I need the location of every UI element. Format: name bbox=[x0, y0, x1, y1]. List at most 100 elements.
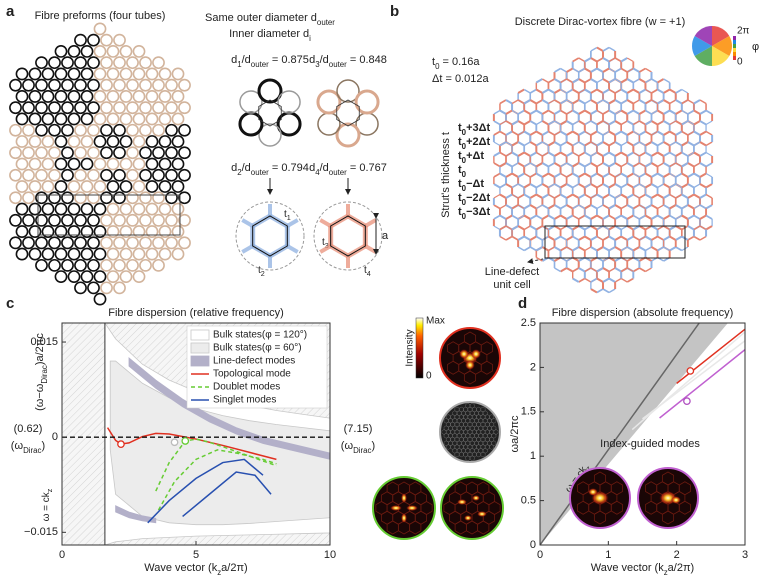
text-part: t bbox=[458, 122, 462, 134]
preform-tube bbox=[132, 135, 146, 148]
strut bbox=[620, 193, 628, 199]
strut bbox=[584, 193, 592, 199]
strut bbox=[584, 214, 592, 220]
strut bbox=[541, 109, 549, 115]
strut bbox=[584, 57, 592, 63]
strut bbox=[620, 141, 628, 147]
preform-tube bbox=[126, 236, 139, 250]
text-part: d bbox=[309, 54, 315, 66]
preform-tube bbox=[100, 78, 113, 92]
preform-tube bbox=[158, 202, 172, 216]
strut bbox=[505, 120, 513, 126]
strut bbox=[535, 78, 543, 84]
preform-tube bbox=[35, 258, 48, 272]
strut bbox=[681, 120, 689, 126]
preform-tube bbox=[158, 90, 172, 103]
strut bbox=[705, 151, 713, 157]
preform-tube bbox=[100, 258, 113, 272]
strut bbox=[620, 225, 628, 231]
strut bbox=[620, 88, 628, 94]
marker bbox=[686, 367, 695, 375]
text-part: outer bbox=[329, 168, 347, 177]
strut bbox=[614, 235, 622, 241]
strut bbox=[590, 246, 598, 252]
defect-box bbox=[37, 194, 181, 236]
strut bbox=[626, 267, 634, 273]
x-axis-label: Wave vector (kza/2π) bbox=[144, 562, 247, 575]
strut bbox=[572, 151, 580, 157]
strut bbox=[554, 67, 561, 73]
strut bbox=[638, 67, 646, 73]
text-part: +3Δt bbox=[466, 122, 490, 134]
strut bbox=[566, 246, 574, 252]
strut bbox=[657, 183, 664, 189]
preform-tube bbox=[152, 56, 165, 70]
strut bbox=[651, 109, 658, 115]
text-part: outer bbox=[317, 18, 335, 27]
strut bbox=[687, 193, 695, 199]
preform-tube bbox=[67, 225, 81, 238]
preform-tube bbox=[139, 123, 152, 137]
strut bbox=[566, 204, 574, 210]
strut bbox=[572, 277, 580, 283]
strut bbox=[554, 172, 562, 178]
strut bbox=[681, 99, 689, 105]
strut bbox=[535, 130, 543, 136]
colorbar bbox=[415, 317, 424, 379]
strut bbox=[548, 88, 555, 94]
strut bbox=[657, 99, 665, 105]
strut bbox=[687, 204, 695, 210]
preform-tube bbox=[113, 168, 126, 182]
strut bbox=[596, 141, 604, 147]
panel-label: b bbox=[390, 3, 399, 20]
strut bbox=[536, 120, 543, 126]
strut bbox=[675, 246, 683, 252]
preform-tube bbox=[178, 123, 191, 137]
strut bbox=[493, 162, 501, 168]
text-part: t bbox=[458, 150, 462, 162]
preform-tube bbox=[145, 157, 159, 171]
strut bbox=[596, 204, 604, 209]
strut bbox=[511, 235, 519, 241]
preform-tube bbox=[22, 146, 35, 160]
strut bbox=[566, 183, 574, 189]
y-tick-label: 1 bbox=[530, 450, 536, 462]
preform-tube bbox=[9, 78, 22, 92]
preform-tube bbox=[119, 67, 133, 81]
strut bbox=[554, 183, 561, 189]
strut bbox=[699, 214, 707, 220]
preform-tube bbox=[126, 258, 139, 272]
mode-intensity bbox=[477, 511, 487, 517]
strut bbox=[705, 183, 713, 189]
strut bbox=[620, 235, 628, 241]
strut bbox=[602, 225, 610, 231]
strut bbox=[663, 162, 671, 168]
preform-tube bbox=[15, 112, 29, 126]
inset-lattice bbox=[678, 500, 691, 515]
strut bbox=[626, 235, 634, 241]
text-part: d bbox=[309, 162, 315, 174]
preform-tube bbox=[178, 101, 191, 115]
strut bbox=[541, 214, 549, 220]
preform-tube bbox=[113, 236, 126, 250]
strut bbox=[590, 267, 598, 273]
preform-tube bbox=[132, 225, 146, 238]
strut bbox=[620, 183, 628, 189]
axis-label: Strut's thickness t bbox=[440, 132, 452, 218]
text-part: −Δt bbox=[466, 178, 484, 190]
strut bbox=[614, 99, 622, 105]
strut bbox=[650, 246, 659, 252]
chart-title: Fibre dispersion (relative frequency) bbox=[108, 307, 283, 319]
preform-tube bbox=[35, 56, 48, 70]
strut bbox=[536, 204, 543, 210]
line bbox=[540, 323, 700, 545]
strut bbox=[578, 236, 586, 241]
strut bbox=[590, 99, 598, 105]
strut bbox=[541, 193, 549, 199]
strut bbox=[517, 162, 525, 168]
strut bbox=[638, 141, 646, 147]
strut bbox=[663, 151, 671, 157]
preform-tube bbox=[67, 112, 81, 126]
strut bbox=[699, 172, 707, 178]
preform-tube bbox=[61, 236, 74, 250]
